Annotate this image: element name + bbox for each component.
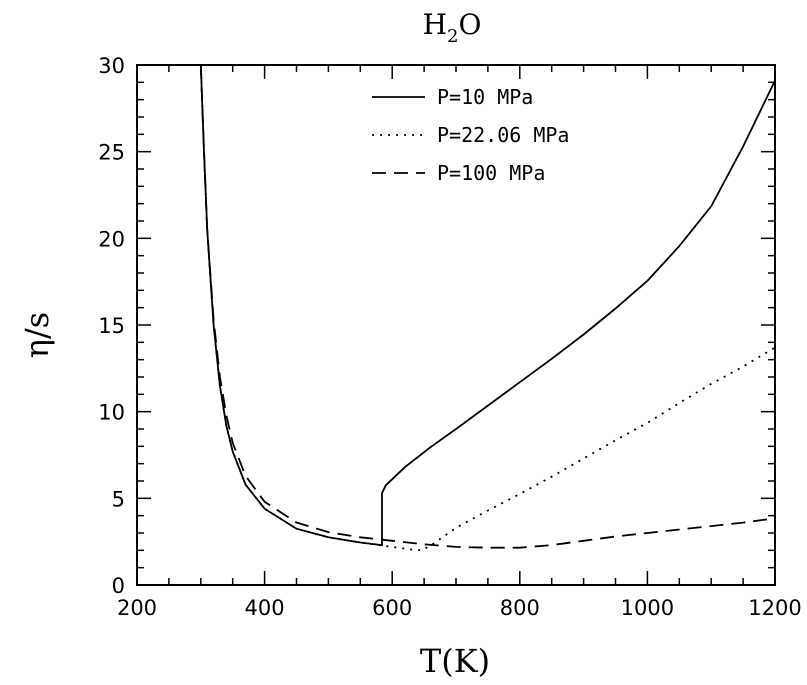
x-tick-label: 1000 (621, 596, 674, 620)
legend-label-1: P=10 MPa (437, 85, 533, 109)
x-tick-label: 1200 (748, 596, 801, 620)
series-line-1 (199, 65, 775, 547)
y-tick-label: 30 (98, 54, 125, 78)
y-tick-label: 0 (112, 574, 125, 598)
x-axis-label: T(K) (420, 642, 490, 680)
y-tick-label: 25 (98, 141, 125, 165)
series-line-2 (199, 65, 775, 552)
tick-labels: 200 400 600 800 1000 1200 0 5 10 15 20 25 30 (98, 54, 801, 620)
x-tick-label: 200 (117, 596, 157, 620)
chart-title: H2O (423, 8, 482, 47)
legend-label-3: P=100 MPa (437, 161, 545, 185)
legend-label-2: P=22.06 MPa (437, 123, 569, 147)
legend: P=10 MPa P=22.06 MPa P=100 MPa (372, 85, 569, 185)
axis-ticks (136, 64, 776, 586)
x-tick-label: 600 (372, 596, 412, 620)
plot-frame (136, 64, 776, 586)
series-line-3 (199, 65, 775, 549)
plot-marks (199, 65, 775, 552)
y-tick-label: 10 (98, 401, 125, 425)
x-tick-label: 800 (500, 596, 540, 620)
chart-title-subscript: 2 (447, 26, 458, 47)
x-tick-label: 400 (245, 596, 285, 620)
y-tick-label: 15 (98, 314, 125, 338)
y-axis-label: η/s (18, 312, 56, 358)
y-tick-label: 5 (112, 487, 125, 511)
y-tick-label: 20 (98, 227, 125, 251)
